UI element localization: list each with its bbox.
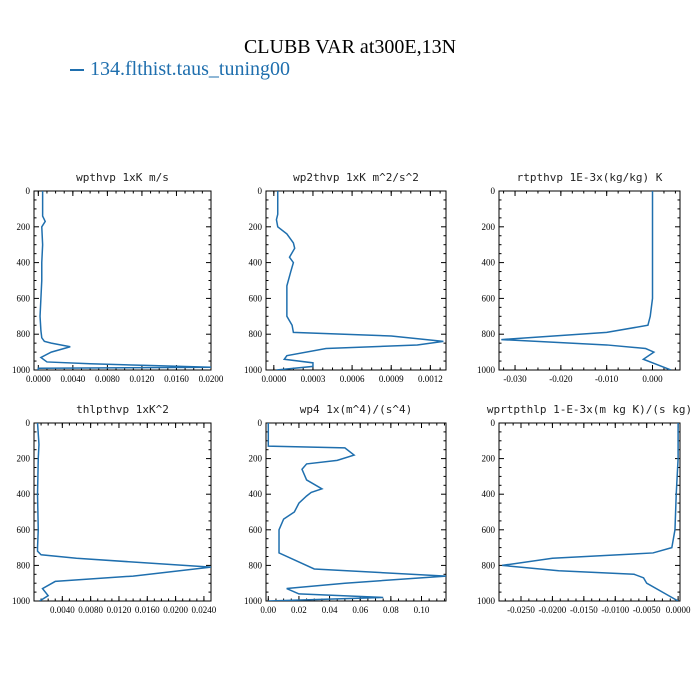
x-tick-label: 0.0080 bbox=[95, 374, 120, 384]
x-tick-label: 0.0000 bbox=[666, 605, 691, 615]
x-tick-label: -0.0250 bbox=[507, 605, 535, 615]
y-tick-label: 0 bbox=[491, 186, 496, 196]
series-line bbox=[36, 423, 211, 601]
y-tick-label: 600 bbox=[249, 525, 263, 535]
x-tick-label: 0.0040 bbox=[50, 605, 75, 615]
plot-frame bbox=[265, 190, 447, 371]
y-tick-label: 0 bbox=[258, 418, 263, 428]
series-line bbox=[267, 423, 446, 601]
x-tick-label: 0.0012 bbox=[418, 374, 443, 384]
y-tick-label: 1000 bbox=[12, 365, 31, 375]
x-tick-label: -0.0100 bbox=[601, 605, 629, 615]
x-tick-label: 0.02 bbox=[291, 605, 307, 615]
x-tick-label: 0.10 bbox=[414, 605, 430, 615]
x-tick-label: 0.0000 bbox=[26, 374, 51, 384]
x-tick-label: -0.0050 bbox=[633, 605, 661, 615]
panel-title: thlpthvp 1xK^2 bbox=[76, 403, 169, 416]
y-tick-label: 200 bbox=[249, 222, 263, 232]
x-tick-label: -0.010 bbox=[595, 374, 619, 384]
panel-title: wp2thvp 1xK m^2/s^2 bbox=[293, 171, 419, 184]
legend-swatch bbox=[70, 68, 84, 71]
y-tick-label: 400 bbox=[249, 258, 263, 268]
panel-title: wprtpthlp 1-E-3x(m kg K)/(s kg) bbox=[487, 403, 692, 416]
y-tick-label: 1000 bbox=[244, 596, 263, 606]
y-tick-label: 200 bbox=[17, 454, 31, 464]
y-tick-label: 400 bbox=[482, 258, 496, 268]
panel-title: rtpthvp 1E-3x(kg/kg) K bbox=[517, 171, 663, 184]
x-tick-label: 0.0006 bbox=[340, 374, 365, 384]
y-tick-label: 600 bbox=[249, 293, 263, 303]
y-tick-label: 400 bbox=[482, 489, 496, 499]
y-tick-label: 400 bbox=[249, 489, 263, 499]
series-line bbox=[275, 191, 444, 370]
x-tick-label: 0.06 bbox=[352, 605, 368, 615]
x-tick-label: -0.030 bbox=[503, 374, 527, 384]
y-tick-label: 0 bbox=[491, 418, 496, 428]
x-tick-label: 0.0080 bbox=[78, 605, 103, 615]
x-tick-label: 0.0003 bbox=[301, 374, 326, 384]
y-tick-label: 1000 bbox=[244, 365, 263, 375]
panel-3: rtpthvp 1E-3x(kg/kg) K02004006008001000-… bbox=[477, 171, 681, 384]
y-tick-label: 1000 bbox=[477, 365, 496, 375]
y-tick-label: 1000 bbox=[477, 596, 496, 606]
y-tick-label: 200 bbox=[482, 222, 496, 232]
x-tick-label: 0.0120 bbox=[130, 374, 155, 384]
x-tick-label: 0.0000 bbox=[261, 374, 286, 384]
x-tick-label: -0.020 bbox=[549, 374, 573, 384]
y-tick-label: 1000 bbox=[12, 596, 31, 606]
panel-2: wp2thvp 1xK m^2/s^2020040060080010000.00… bbox=[244, 171, 447, 384]
x-tick-label: 0.0120 bbox=[107, 605, 132, 615]
y-tick-label: 400 bbox=[17, 258, 31, 268]
panel-title: wpthvp 1xK m/s bbox=[76, 171, 169, 184]
x-tick-label: 0.0009 bbox=[379, 374, 404, 384]
panel-6: wprtpthlp 1-E-3x(m kg K)/(s kg) 0 200 400 60… bbox=[477, 403, 692, 615]
plot-frame bbox=[498, 422, 681, 602]
y-tick-label: 200 bbox=[482, 454, 496, 464]
x-tick-label: 0.0160 bbox=[164, 374, 189, 384]
y-tick-label: 200 bbox=[17, 222, 31, 232]
x-tick-label: 0.0040 bbox=[60, 374, 85, 384]
x-tick-label: 0.0160 bbox=[135, 605, 160, 615]
y-tick-label: 600 bbox=[17, 525, 31, 535]
series-line bbox=[501, 191, 672, 370]
y-tick-label: 800 bbox=[249, 329, 263, 339]
y-tick-label: 800 bbox=[482, 329, 496, 339]
plot-frame bbox=[33, 422, 212, 602]
figure-title: CLUBB VAR at300E,13N bbox=[243, 36, 457, 58]
x-tick-label: 0.08 bbox=[383, 605, 399, 615]
legend-label: 134.flthist.taus_tuning00 bbox=[90, 58, 290, 80]
y-tick-label: 200 bbox=[249, 454, 263, 464]
series-line bbox=[37, 191, 211, 370]
plot-frame bbox=[33, 190, 212, 371]
x-tick-label: 0.00 bbox=[260, 605, 276, 615]
x-tick-label: 0.0240 bbox=[192, 605, 217, 615]
series-line bbox=[502, 423, 679, 601]
y-tick-label: 0 bbox=[258, 186, 263, 196]
y-tick-label: 0 bbox=[26, 186, 31, 196]
y-tick-label: 400 bbox=[17, 489, 31, 499]
legend: 134.flthist.taus_tuning00 bbox=[70, 58, 290, 81]
x-tick-label: 0.0200 bbox=[199, 374, 224, 384]
x-tick-label: -0.0200 bbox=[539, 605, 567, 615]
y-tick-label: 600 bbox=[17, 293, 31, 303]
y-tick-label: 600 bbox=[482, 293, 496, 303]
y-tick-label: 600 bbox=[482, 525, 496, 535]
y-tick-label: 0 bbox=[26, 418, 31, 428]
y-tick-label: 800 bbox=[249, 560, 263, 570]
y-tick-label: 800 bbox=[482, 560, 496, 570]
y-tick-label: 800 bbox=[17, 329, 31, 339]
x-tick-label: 0.0200 bbox=[163, 605, 188, 615]
panel-title: wp4 1x(m^4)/(s^4) bbox=[300, 403, 413, 416]
y-tick-label: 800 bbox=[17, 560, 31, 570]
x-tick-label: -0.0150 bbox=[570, 605, 598, 615]
x-tick-label: 0.04 bbox=[322, 605, 338, 615]
x-tick-label: 0.000 bbox=[642, 374, 663, 384]
